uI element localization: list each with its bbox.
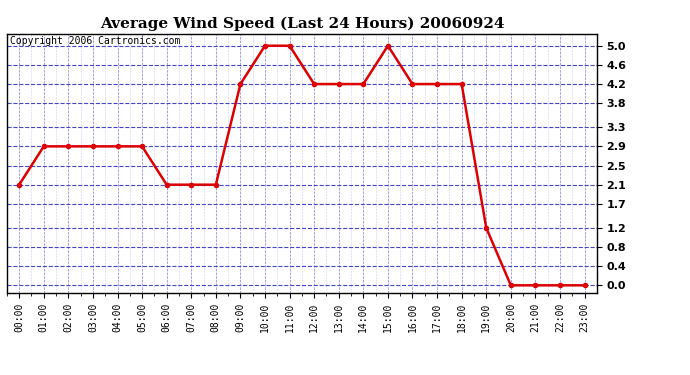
Text: Copyright 2006 Cartronics.com: Copyright 2006 Cartronics.com [10,36,180,46]
Title: Average Wind Speed (Last 24 Hours) 20060924: Average Wind Speed (Last 24 Hours) 20060… [99,17,504,31]
